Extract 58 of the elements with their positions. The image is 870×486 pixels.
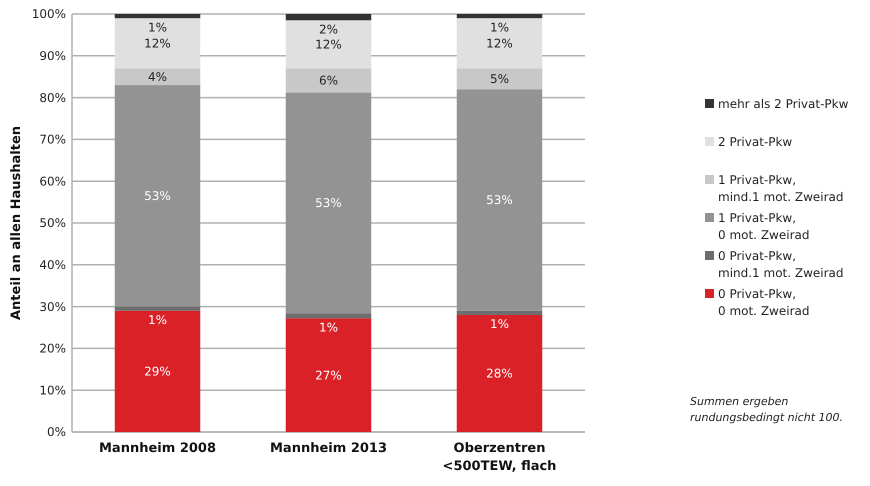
data-label: 53%	[486, 193, 513, 208]
legend-label: 1 Privat-Pkw, mind.1 mot. Zweirad	[718, 173, 844, 204]
bar	[286, 92, 372, 314]
data-label: 1%	[490, 20, 510, 34]
data-label: 29%	[144, 364, 171, 379]
data-label: 1%	[490, 317, 510, 332]
legend-label: 2 Privat-Pkw	[718, 135, 792, 149]
text: Summen ergeben rundungsbedingt nicht 100.	[690, 395, 844, 424]
y-tick-label: 90%	[39, 49, 66, 63]
bar	[114, 85, 200, 307]
data-label: 4%	[148, 70, 168, 84]
bar	[456, 310, 542, 315]
legend-label: 0 Privat-Pkw, mind.1 mot. Zweirad	[718, 249, 844, 280]
y-tick-label: 100%	[32, 7, 66, 22]
bar	[114, 306, 200, 311]
y-tick-label: 70%	[39, 132, 66, 147]
data-label: 12%	[144, 36, 171, 50]
data-label: 2%	[318, 22, 338, 36]
y-axis-title: Anteil an allen Haushalten	[9, 126, 24, 320]
y-tick-label: 30%	[39, 300, 66, 314]
y-tick-label: 50%	[39, 216, 66, 230]
y-tick-label: 0%	[46, 425, 66, 440]
y-tick-label: 20%	[39, 342, 66, 356]
bar	[456, 89, 542, 311]
bar	[456, 18, 542, 68]
data-label: 53%	[144, 189, 171, 204]
y-tick-label: 60%	[39, 174, 66, 188]
bar	[456, 68, 542, 90]
x-tick-label: Mannheim 2013	[270, 441, 387, 456]
data-label: 1%	[148, 312, 168, 327]
bar	[286, 68, 372, 93]
bar	[114, 310, 200, 432]
bar	[286, 14, 372, 20]
legend-label: mehr als 2 Privat-Pkw	[718, 97, 849, 111]
bar	[456, 14, 542, 18]
bar	[114, 68, 200, 86]
data-label: 1%	[318, 320, 338, 335]
data-label: 12%	[486, 36, 513, 50]
bar	[286, 20, 372, 68]
data-label: 53%	[315, 196, 342, 210]
data-label: 27%	[315, 368, 342, 382]
y-tick-label: 10%	[39, 383, 66, 398]
x-tick-label: Mannheim 2008	[99, 441, 216, 456]
y-tick-label: 40%	[39, 258, 66, 272]
data-label: 6%	[318, 74, 338, 88]
data-label: 12%	[315, 38, 342, 52]
y-tick-label: 80%	[39, 90, 66, 105]
bar	[114, 18, 200, 68]
legend-label: 0 Privat-Pkw, 0 mot. Zweirad	[718, 287, 810, 318]
bar	[456, 314, 542, 432]
data-label: 28%	[486, 366, 513, 381]
bar	[286, 318, 372, 432]
x-tick-label: Oberzentren <500TEW, flach	[442, 441, 556, 474]
bar	[286, 313, 372, 318]
bar	[114, 14, 200, 18]
data-label: 1%	[148, 20, 168, 34]
data-label: 5%	[490, 72, 510, 86]
legend-label: 1 Privat-Pkw, 0 mot. Zweirad	[718, 211, 810, 242]
